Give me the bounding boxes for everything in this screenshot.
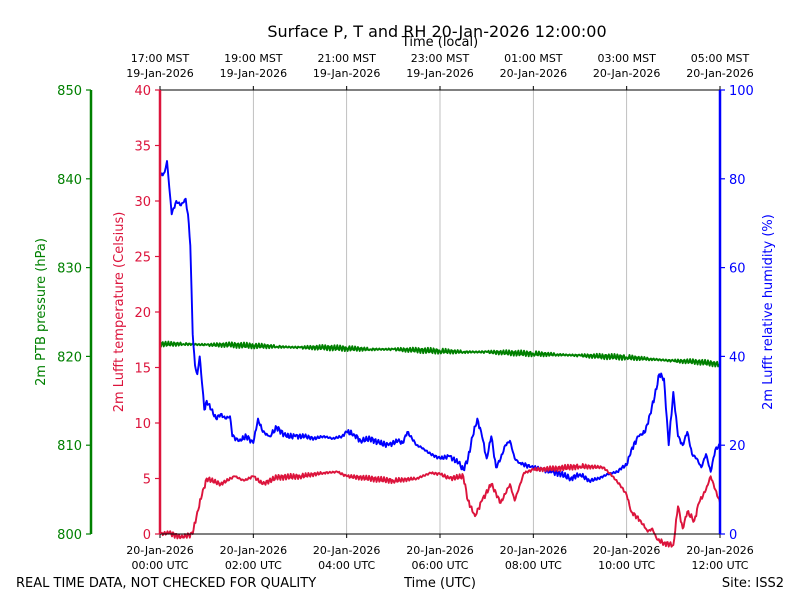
bottom-tick-date: 20-Jan-2026 — [500, 544, 568, 557]
temperature-axis-tick-label: 10 — [134, 417, 151, 432]
humidity-axis-label: 2m Lufft relative humidity (%) — [761, 214, 776, 410]
pressure-line — [159, 340, 721, 368]
axes: 20-Jan-2026 00:00 UTC 20-Jan-2026 02:00 UTC… — [34, 52, 776, 572]
temperature-series — [159, 463, 721, 548]
bottom-tick-date: 20-Jan-2026 — [313, 544, 381, 557]
temperature-axis-tick-label: 25 — [134, 251, 151, 266]
top-tick-time: 19:00 MST — [224, 52, 283, 65]
humidity-axis-tick-label: 80 — [729, 173, 746, 188]
bottom-tick-time: 00:00 UTC — [131, 559, 188, 572]
top-tick-time: 23:00 MST — [411, 52, 470, 65]
humidity-axis-tick-label: 0 — [729, 528, 737, 543]
pressure-axis-tick-label: 840 — [57, 173, 82, 188]
bottom-tick-time: 10:00 UTC — [598, 559, 655, 572]
temperature-axis-tick-label: 5 — [143, 473, 151, 488]
pressure-axis-tick-label: 830 — [57, 262, 82, 277]
bottom-tick-date: 20-Jan-2026 — [406, 544, 474, 557]
temperature-axis-tick-label: 30 — [134, 195, 151, 210]
humidity-line — [159, 160, 721, 484]
bottom-tick-date: 20-Jan-2026 — [686, 544, 754, 557]
humidity-series — [159, 160, 721, 484]
site-label: Site: ISS2 — [721, 576, 784, 591]
top-tick-date: 20-Jan-2026 — [686, 67, 754, 80]
temperature-axis-tick-label: 40 — [134, 84, 151, 99]
pressure-axis-label: 2m PTB pressure (hPa) — [34, 238, 49, 386]
bottom-tick-time: 04:00 UTC — [318, 559, 375, 572]
pressure-series — [159, 340, 721, 368]
temperature-axis-tick-label: 35 — [134, 140, 151, 155]
top-tick-date: 20-Jan-2026 — [500, 67, 568, 80]
humidity-axis-tick-label: 100 — [729, 84, 754, 99]
temperature-axis-tick-label: 0 — [143, 528, 151, 543]
temperature-line — [159, 463, 721, 548]
temperature-axis-label: 2m Lufft temperature (Celsius) — [112, 212, 127, 413]
bottom-tick-time: 02:00 UTC — [225, 559, 282, 572]
pressure-axis-tick-label: 800 — [57, 528, 82, 543]
top-tick-time: 03:00 MST — [597, 52, 656, 65]
pressure-axis-tick-label: 810 — [57, 439, 82, 454]
bottom-tick-date: 20-Jan-2026 — [593, 544, 661, 557]
vertical-gridlines — [159, 90, 721, 534]
top-tick-time: 21:00 MST — [317, 52, 376, 65]
quality-footnote: REAL TIME DATA, NOT CHECKED FOR QUALITY — [16, 576, 317, 591]
temperature-axis-tick-label: 15 — [134, 362, 151, 377]
bottom-tick-time: 06:00 UTC — [411, 559, 468, 572]
pressure-axis-tick-label: 850 — [57, 84, 82, 99]
chart-title: Surface P, T and RH 20-Jan-2026 12:00:00 — [267, 22, 607, 41]
top-tick-date: 19-Jan-2026 — [406, 67, 474, 80]
top-tick-date: 19-Jan-2026 — [220, 67, 288, 80]
bottom-tick-date: 20-Jan-2026 — [220, 544, 288, 557]
bottom-axis-label: Time (UTC) — [404, 576, 476, 591]
bottom-tick-time: 12:00 UTC — [691, 559, 748, 572]
top-tick-time: 05:00 MST — [691, 52, 750, 65]
bottom-tick-time: 08:00 UTC — [505, 559, 562, 572]
top-tick-date: 20-Jan-2026 — [593, 67, 661, 80]
humidity-axis-tick-label: 60 — [729, 262, 746, 277]
top-axis-label: Time (local) — [401, 35, 479, 50]
top-tick-time: 17:00 MST — [131, 52, 190, 65]
top-tick-time: 01:00 MST — [504, 52, 563, 65]
pressure-axis-tick-label: 820 — [57, 350, 82, 365]
humidity-axis-tick-label: 20 — [729, 439, 746, 454]
top-tick-date: 19-Jan-2026 — [313, 67, 381, 80]
temperature-axis-tick-label: 20 — [134, 306, 151, 321]
bottom-tick-date: 20-Jan-2026 — [126, 544, 194, 557]
humidity-axis-tick-label: 40 — [729, 350, 746, 365]
top-tick-date: 19-Jan-2026 — [126, 67, 194, 80]
